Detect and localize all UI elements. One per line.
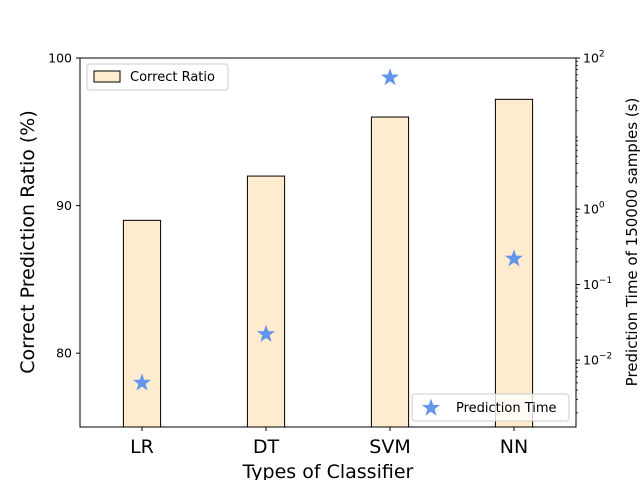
star-point-dt [256,324,276,342]
x-tick-label-lr: LR [130,436,154,458]
bars-layer [122,98,534,428]
star-point-lr [132,373,152,391]
legend-star-icon [421,398,441,416]
star-point-nn [504,249,524,267]
legend-prediction-time: Prediction Time [411,393,570,422]
bar-dt [246,175,286,428]
left-axis: 80 90 100 [48,51,80,361]
bar-lr [122,219,162,428]
x-tick-label-nn: NN [500,436,528,458]
legend-correct-ratio-swatch [93,70,121,83]
stars-layer [132,68,524,391]
left-tick-label-80: 80 [56,346,72,361]
x-tick-label-dt: DT [253,436,280,458]
right-tick-label: 10−2 [583,352,612,368]
bar-nn [494,98,534,428]
x-tick-label-svm: SVM [369,436,410,458]
right-axis: 10−2 10−1 100 102 [576,50,612,414]
legend-correct-ratio-box [86,63,229,91]
right-axis-label: Prediction Time of 150000 samples (s) [623,98,640,387]
legend-prediction-time-label: Prediction Time [456,401,557,416]
plot-frame [79,57,577,428]
left-axis-label: Correct Prediction Ratio (%) [17,110,39,374]
legend-prediction-time-box [411,393,570,422]
x-axis-label: Types of Classifier [242,461,414,480]
left-tick-label-100: 100 [48,51,72,66]
star-point-svm [380,68,400,86]
right-tick-label: 100 [583,201,605,217]
left-tick-label-90: 90 [56,198,72,213]
legend-correct-ratio: Correct Ratio [86,63,229,91]
x-axis: LR DT SVM NN [130,427,528,458]
legend-correct-ratio-label: Correct Ratio [130,70,215,85]
right-tick-label: 10−1 [583,276,612,292]
right-tick-label: 102 [583,50,605,66]
bar-svm [370,116,410,428]
